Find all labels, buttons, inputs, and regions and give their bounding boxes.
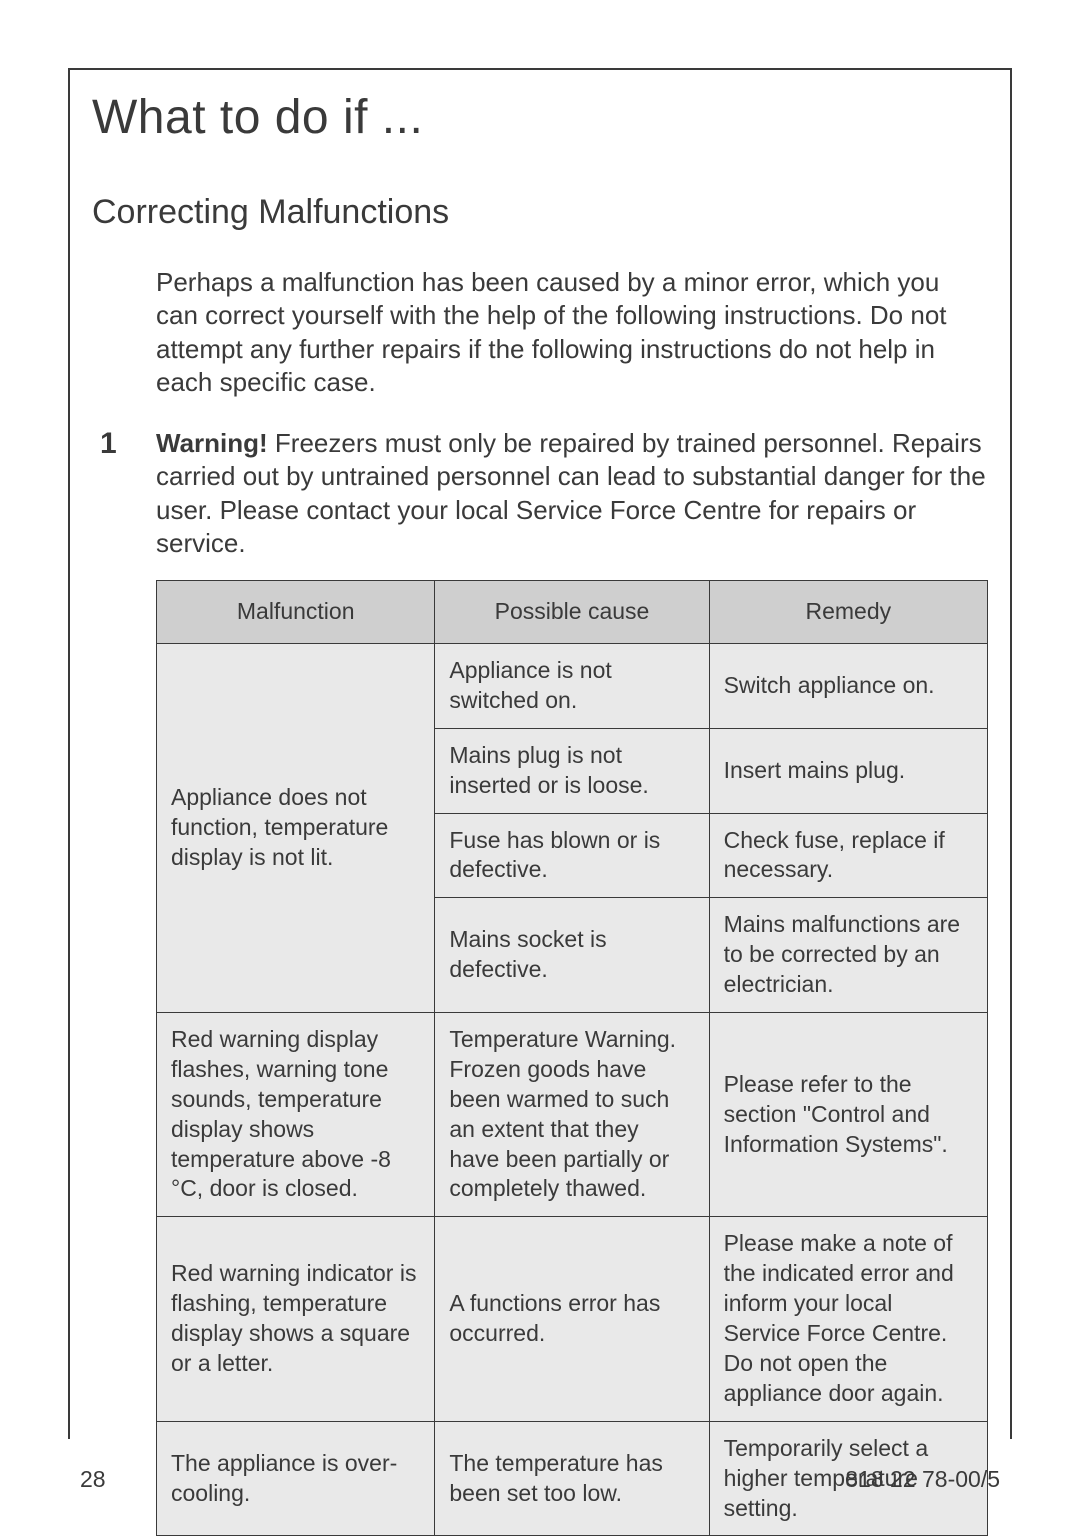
cell-malfunction: Red warning display flashes, warning ton… xyxy=(157,1013,435,1217)
cell-cause: Mains plug is not inserted or is loose. xyxy=(435,728,709,813)
cell-malfunction: Red warning indicator is flashing, tempe… xyxy=(157,1217,435,1421)
cell-cause: Fuse has blown or is defective. xyxy=(435,813,709,898)
section-heading: Correcting Malfunctions xyxy=(92,193,988,232)
table-header-row: Malfunction Possible cause Remedy xyxy=(157,581,988,644)
cell-cause: Mains socket is defective. xyxy=(435,898,709,1013)
table-row: Red warning indicator is flashing, tempe… xyxy=(157,1217,988,1421)
warning-text: Warning! Freezers must only be repaired … xyxy=(156,427,988,560)
table-header-remedy: Remedy xyxy=(709,581,987,644)
cell-remedy: Insert mains plug. xyxy=(709,728,987,813)
intro-paragraph: Perhaps a malfunction has been caused by… xyxy=(156,266,988,399)
warning-marker: 1 xyxy=(92,427,156,460)
warning-body: Freezers must only be repaired by traine… xyxy=(156,428,986,558)
page-title: What to do if ... xyxy=(92,90,988,145)
document-number: 818 22 78-00/5 xyxy=(845,1466,1000,1493)
cell-cause: Temperature Warning. Frozen goods have b… xyxy=(435,1013,709,1217)
cell-malfunction: The appliance is over-cooling. xyxy=(157,1421,435,1536)
cell-remedy: Switch appliance on. xyxy=(709,644,987,729)
cell-cause: Appliance is not switched on. xyxy=(435,644,709,729)
table-row: Appliance does not function, temperature… xyxy=(157,644,988,729)
table-body: Appliance does not function, temperature… xyxy=(157,644,988,1536)
table-header-malfunction: Malfunction xyxy=(157,581,435,644)
warning-bold: Warning! xyxy=(156,428,268,458)
cell-cause: A functions error has occurred. xyxy=(435,1217,709,1421)
cell-malfunction: Appliance does not function, temperature… xyxy=(157,644,435,1013)
troubleshooting-table: Malfunction Possible cause Remedy Applia… xyxy=(156,580,988,1536)
cell-remedy: Check fuse, replace if necessary. xyxy=(709,813,987,898)
table-header-cause: Possible cause xyxy=(435,581,709,644)
page-number: 28 xyxy=(80,1466,106,1493)
cell-remedy: Mains malfunctions are to be corrected b… xyxy=(709,898,987,1013)
cell-remedy: Please make a note of the indicated erro… xyxy=(709,1217,987,1421)
cell-remedy: Please refer to the section "Control and… xyxy=(709,1013,987,1217)
table-row: Red warning display flashes, warning ton… xyxy=(157,1013,988,1217)
warning-block: 1 Warning! Freezers must only be repaire… xyxy=(92,427,988,560)
cell-cause: The temperature has been set too low. xyxy=(435,1421,709,1536)
page-frame: What to do if ... Correcting Malfunction… xyxy=(68,68,1012,1439)
